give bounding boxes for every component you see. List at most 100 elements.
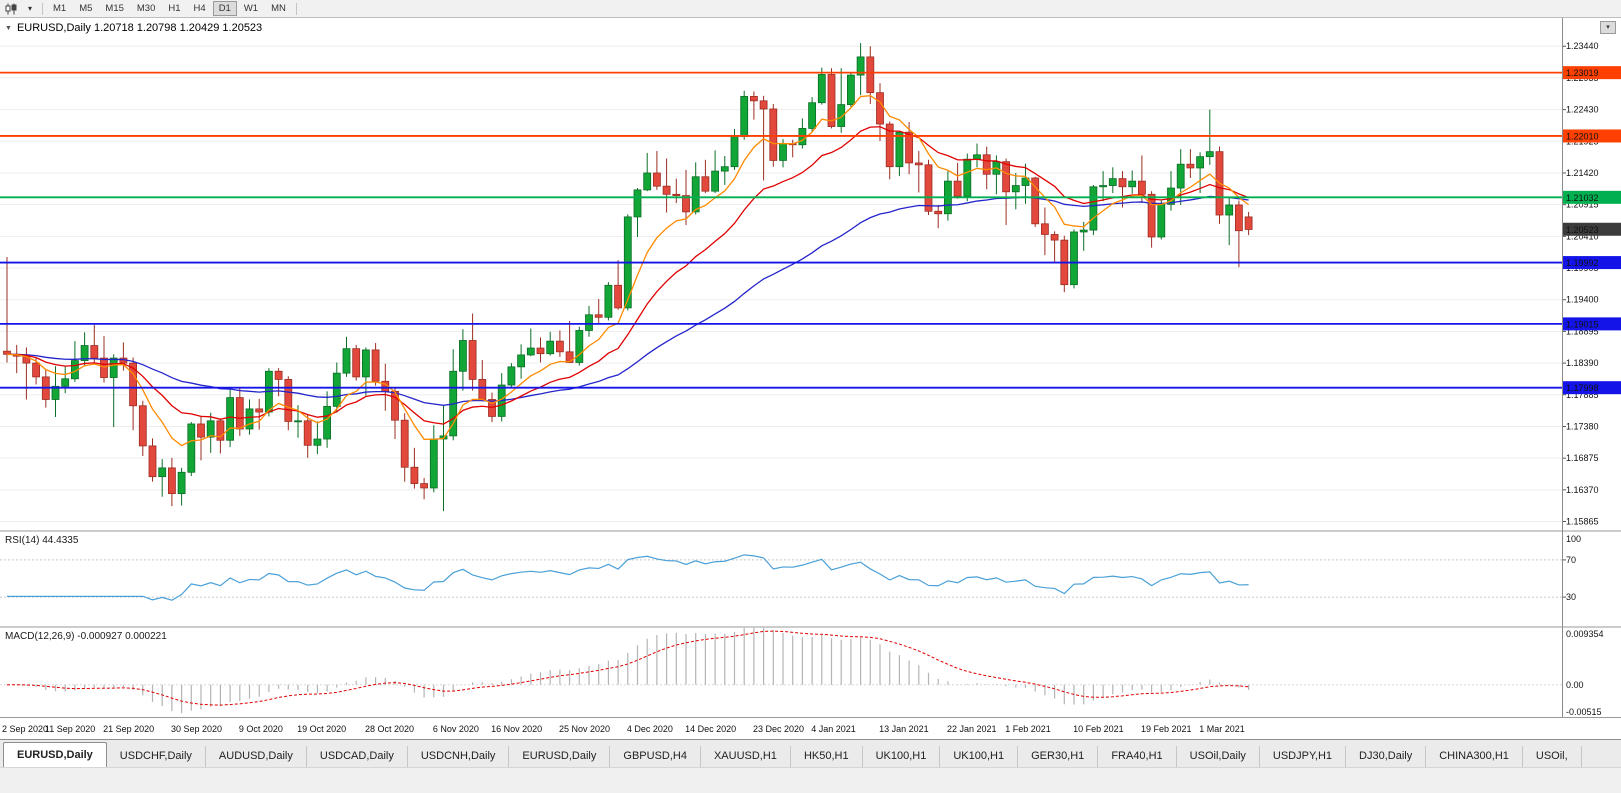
chart-tab-hk50-h1[interactable]: HK50,H1 [791, 746, 863, 767]
svg-text:9 Oct 2020: 9 Oct 2020 [239, 724, 283, 734]
svg-text:1.19400: 1.19400 [1566, 295, 1599, 305]
svg-text:1.20915: 1.20915 [1566, 200, 1599, 210]
axis-price-label [1563, 129, 1621, 143]
chart-tab-eurusd-daily[interactable]: EURUSD,Daily [3, 742, 107, 767]
current-price-label [1563, 222, 1621, 236]
rsi-line [7, 554, 1249, 601]
svg-text:1.17998: 1.17998 [1566, 383, 1599, 393]
chart-tab-usdjpy-h1[interactable]: USDJPY,H1 [1260, 746, 1347, 767]
chart-tab-usdchf-daily[interactable]: USDCHF,Daily [107, 746, 206, 767]
svg-text:1.15865: 1.15865 [1566, 517, 1599, 527]
timeframe-button-m30[interactable]: M30 [131, 1, 161, 16]
ma-line-8 [6, 95, 1249, 447]
axis-price-label [1563, 66, 1621, 80]
chart-tab-china300-h1[interactable]: CHINA300,H1 [1426, 746, 1523, 767]
axis-price-label [1563, 190, 1621, 204]
svg-text:6 Nov 2020: 6 Nov 2020 [433, 724, 479, 734]
chart-tab-gbpusd-h4[interactable]: GBPUSD,H4 [610, 746, 701, 767]
chart-tab-dj30-daily[interactable]: DJ30,Daily [1346, 746, 1427, 767]
timeframe-group: M1 M5 M15 M30 H1 H4 D1 W1 MN [47, 1, 292, 16]
top-toolbar: ▾ M1 M5 M15 M30 H1 H4 D1 W1 MN [0, 0, 1621, 18]
chart-tab-bar: EURUSD,Daily USDCHF,Daily AUDUSD,Daily USDC… [0, 739, 1621, 767]
svg-text:19 Feb 2021: 19 Feb 2021 [1141, 724, 1192, 734]
chart-tab-uk100-h1[interactable]: UK100,H1 [863, 746, 941, 767]
chart-type-dropdown[interactable]: ▾ [22, 1, 38, 16]
svg-text:2 Sep 2020: 2 Sep 2020 [2, 724, 48, 734]
svg-text:4 Jan 2021: 4 Jan 2021 [811, 724, 856, 734]
candlestick-chart-icon[interactable] [2, 1, 21, 16]
price-grid [0, 45, 1562, 523]
svg-text:1.23019: 1.23019 [1566, 68, 1599, 78]
chart-tab-usdcad-daily[interactable]: USDCAD,Daily [307, 746, 408, 767]
timeframe-button-m5[interactable]: M5 [73, 1, 98, 16]
svg-text:30: 30 [1566, 592, 1576, 602]
svg-text:1.17885: 1.17885 [1566, 390, 1599, 400]
chart-tab-audusd-daily[interactable]: AUDUSD,Daily [206, 746, 307, 767]
timeframe-button-h1[interactable]: H1 [162, 1, 186, 16]
timeframe-button-d1[interactable]: D1 [212, 1, 237, 16]
svg-text:1.16370: 1.16370 [1566, 485, 1599, 495]
svg-text:1.22430: 1.22430 [1566, 105, 1599, 115]
pane-frames [0, 18, 1621, 718]
svg-text:16 Nov 2020: 16 Nov 2020 [491, 724, 542, 734]
chart-tab-eurusd-daily[interactable]: EURUSD,Daily [509, 746, 611, 767]
axis-price-label [1563, 256, 1621, 270]
chart-tab-xauusd-h1[interactable]: XAUUSD,H1 [701, 746, 791, 767]
svg-text:21 Sep 2020: 21 Sep 2020 [103, 724, 154, 734]
chart-tab-uk100-h1[interactable]: UK100,H1 [940, 746, 1019, 767]
svg-text:1.19015: 1.19015 [1566, 319, 1599, 329]
svg-text:30 Sep 2020: 30 Sep 2020 [171, 724, 222, 734]
svg-text:1.19992: 1.19992 [1566, 258, 1599, 268]
svg-text:1.20410: 1.20410 [1566, 231, 1599, 241]
svg-text:1.17380: 1.17380 [1566, 421, 1599, 431]
svg-text:11 Sep 2020: 11 Sep 2020 [45, 724, 95, 734]
svg-text:23 Dec 2020: 23 Dec 2020 [753, 724, 804, 734]
timeframe-button-h4[interactable]: H4 [188, 1, 212, 16]
timeframe-button-w1[interactable]: W1 [238, 1, 264, 16]
timeframe-button-m15[interactable]: M15 [99, 1, 129, 16]
svg-text:70: 70 [1566, 555, 1576, 565]
candlestick-glyph [5, 3, 17, 14]
chart-scroll-button[interactable]: ▾ [1600, 21, 1616, 34]
chart-tab-usdcnh-daily[interactable]: USDCNH,Daily [408, 746, 510, 767]
horizontal-level-lines[interactable] [0, 71, 1562, 389]
svg-text:19 Oct 2020: 19 Oct 2020 [297, 724, 346, 734]
svg-text:1.21032: 1.21032 [1566, 193, 1599, 203]
toolbar-separator [42, 2, 43, 15]
svg-text:0.009354: 0.009354 [1566, 629, 1604, 639]
svg-text:1 Feb 2021: 1 Feb 2021 [1005, 724, 1051, 734]
timeframe-button-mn[interactable]: MN [265, 1, 292, 16]
timeframe-button-m1[interactable]: M1 [47, 1, 72, 16]
svg-text:14 Dec 2020: 14 Dec 2020 [685, 724, 736, 734]
svg-text:0.00: 0.00 [1566, 680, 1584, 690]
svg-text:1.23440: 1.23440 [1566, 41, 1599, 51]
chart-window: 100 70 30 0.009354 0.00 -0.00515 1.234401.2293… [0, 18, 1621, 739]
svg-text:1.20523: 1.20523 [1566, 225, 1599, 235]
axis-price-label [1563, 317, 1621, 331]
chart-tab-usoil-daily[interactable]: USOil,Daily [1177, 746, 1260, 767]
svg-text:25 Nov 2020: 25 Nov 2020 [559, 724, 610, 734]
macd-signal-line [6, 630, 1249, 706]
ma-line-18 [6, 126, 1249, 425]
svg-text:10 Feb 2021: 10 Feb 2021 [1073, 724, 1124, 734]
chart-canvas[interactable]: 100 70 30 0.009354 0.00 -0.00515 1.234401.2293… [0, 18, 1621, 739]
chart-tab-ger30-h1[interactable]: GER30,H1 [1018, 746, 1099, 767]
status-strip [0, 767, 1621, 793]
svg-text:13 Jan 2021: 13 Jan 2021 [879, 724, 929, 734]
chart-tab-usoil-[interactable]: USOil, [1523, 746, 1582, 767]
axis-price-label [1563, 381, 1621, 395]
svg-text:1.18895: 1.18895 [1566, 326, 1599, 336]
svg-text:1 Mar 2021: 1 Mar 2021 [1199, 724, 1245, 734]
price-axis: 1.234401.229351.224301.219251.214201.209… [1562, 41, 1621, 527]
toolbar-separator [295, 2, 297, 15]
svg-text:4 Dec 2020: 4 Dec 2020 [627, 724, 673, 734]
chart-tab-fra40-h1[interactable]: FRA40,H1 [1098, 746, 1177, 767]
svg-text:-0.00515: -0.00515 [1566, 707, 1602, 717]
macd-pane: 0.009354 0.00 -0.00515 [0, 628, 1604, 717]
svg-text:22 Jan 2021: 22 Jan 2021 [947, 724, 997, 734]
svg-text:28 Oct 2020: 28 Oct 2020 [365, 724, 414, 734]
rsi-pane: 100 70 30 [0, 534, 1581, 602]
svg-text:1.16875: 1.16875 [1566, 453, 1599, 463]
